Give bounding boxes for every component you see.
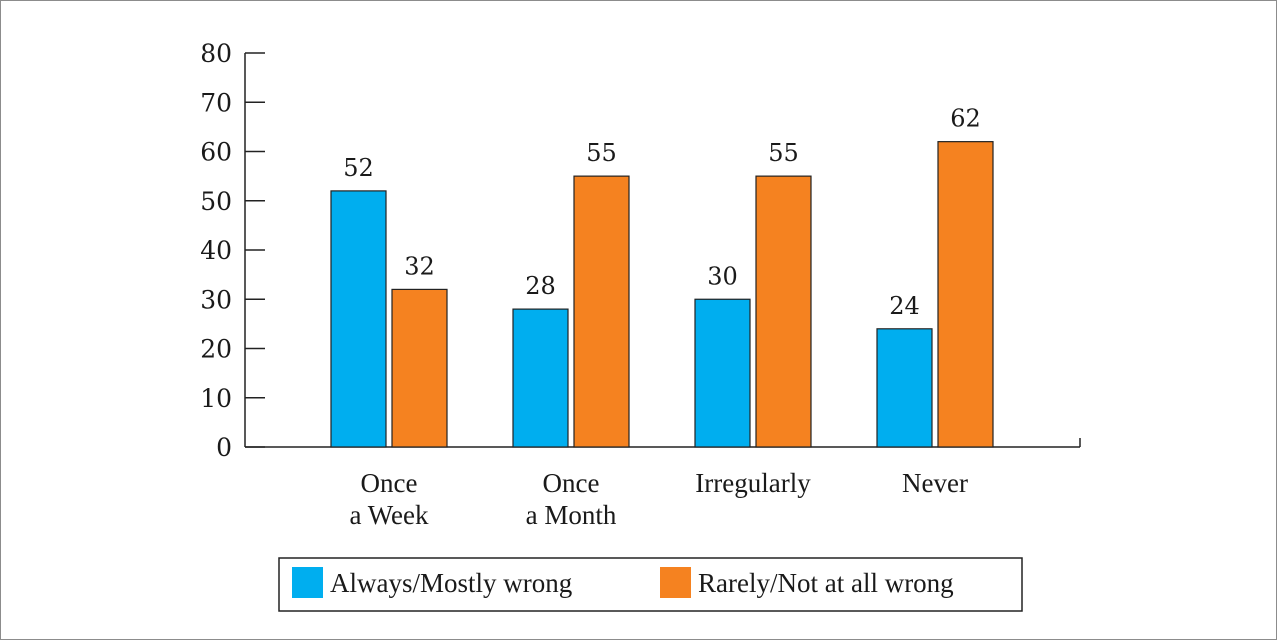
y-tick-label: 20 (200, 335, 232, 364)
category-label: Once (361, 468, 418, 498)
legend: Always/Mostly wrong Rarely/Not at all wro… (278, 557, 1023, 612)
bar (330, 190, 387, 448)
bar (573, 175, 630, 448)
y-axis-ticks: 0 10 20 30 40 50 60 70 80 (200, 39, 265, 462)
category-label: a Week (349, 500, 429, 530)
y-tick-label: 30 (200, 285, 232, 314)
data-label: 62 (950, 105, 981, 133)
data-labels: 52 32 28 55 30 55 24 62 (343, 105, 981, 320)
legend-label: Rarely/Not at all wrong (698, 568, 954, 598)
data-label: 28 (525, 272, 556, 300)
legend-box (278, 557, 1023, 612)
category-label: a Month (526, 500, 617, 530)
y-tick-label: 80 (200, 39, 232, 68)
bar (937, 141, 994, 448)
y-tick-label: 40 (200, 236, 232, 265)
category-label: Irregularly (695, 468, 811, 498)
y-tick-label: 0 (216, 433, 232, 462)
y-tick-label: 10 (200, 384, 232, 413)
data-label: 24 (889, 292, 920, 320)
data-label: 55 (768, 139, 799, 167)
category-label: Once (543, 468, 600, 498)
y-tick-label: 70 (200, 88, 232, 117)
bar (876, 328, 933, 448)
y-tick-label: 60 (200, 138, 232, 167)
data-label: 32 (404, 252, 435, 280)
data-label: 30 (707, 262, 738, 290)
bar (391, 288, 448, 448)
category-label: Never (902, 468, 968, 498)
legend-swatch (660, 567, 691, 598)
legend-swatch (292, 567, 323, 598)
bar (694, 298, 751, 448)
legend-label: Always/Mostly wrong (330, 568, 572, 598)
bar (755, 175, 812, 448)
data-label: 55 (586, 139, 617, 167)
data-label: 52 (343, 154, 374, 182)
bars (330, 141, 994, 448)
y-tick-label: 50 (200, 187, 232, 216)
bar (512, 308, 569, 448)
